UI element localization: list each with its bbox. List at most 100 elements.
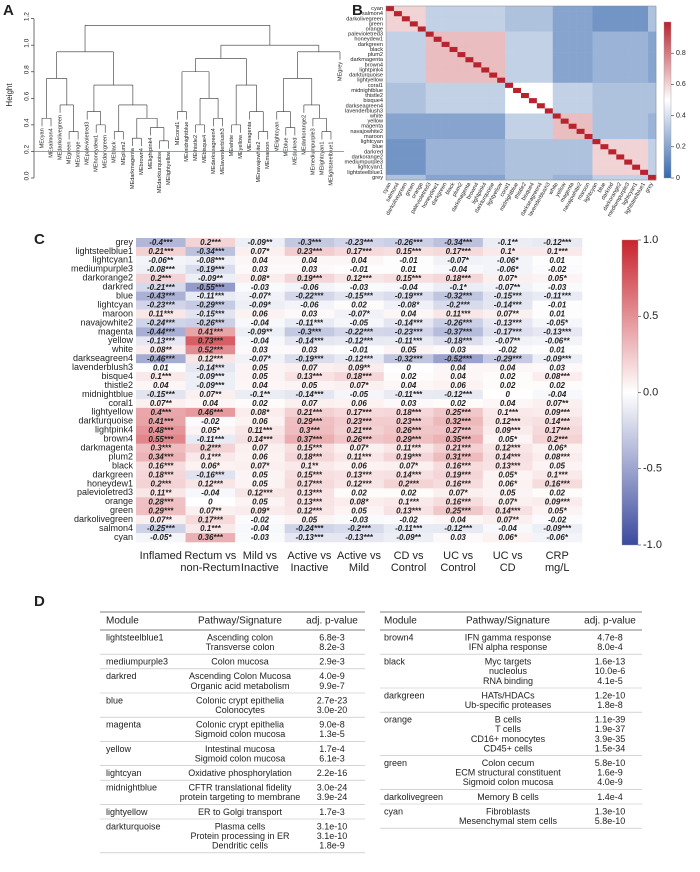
heatmap-cell [482,381,533,391]
heatmap-cell [449,36,458,43]
heatmap-cell [608,72,617,78]
heatmap-cell [489,46,498,53]
cell-label: 0.04 [500,363,516,372]
heatmap-cell [449,67,458,73]
leaf-label: MEbrown4 [139,148,145,175]
heatmap-cell [592,46,601,53]
heatmap-cell [632,72,641,78]
heatmap-cell [497,133,506,140]
heatmap-cell [417,169,427,176]
heatmap-cell [449,133,458,140]
heatmap-cell [544,36,554,43]
row-label: magenta [361,124,384,130]
heatmap-cell [417,82,427,89]
heatmap-cell [465,164,474,171]
heatmap-cell [401,174,411,181]
column-label: black [445,182,457,196]
leaf-label: MEmagenta [247,121,253,152]
heatmap-cell [489,118,498,125]
heatmap-cell [560,174,569,181]
heatmap-cell [383,479,434,489]
heatmap-cell [489,169,498,176]
colorbar-tick-label: 0.0 [643,386,658,398]
heatmap-cell [409,123,419,130]
cell-label: -0.01 [350,345,369,354]
pathway: CFTR translational fidelity [188,783,292,793]
heatmap-cell [284,470,335,480]
heatmap-cell [532,515,583,525]
heatmap-cell [449,144,458,150]
heatmap-cell [481,36,490,43]
heatmap-cell [560,6,569,12]
cell-label: 0.01 [153,363,169,372]
heatmap-cell [481,139,490,145]
heatmap-cell [473,46,482,53]
heatmap-cell [584,41,593,48]
heatmap-cell [544,118,554,125]
heatmap-cell [640,93,649,99]
heatmap-cell [457,123,466,130]
cell-label: 0.27*** [446,426,472,435]
heatmap-cell [489,31,498,38]
row-label: cyan [371,6,383,12]
heatmap-cell [624,164,633,171]
heatmap-cell [648,149,657,155]
heatmap-cell [417,77,427,84]
heatmap-cell [284,336,335,346]
cell-label: 0.32*** [446,417,472,426]
cell-label: 0.21*** [347,426,373,435]
cell-label: -0.06* [547,533,569,542]
heatmap-cell [433,515,484,525]
heatmap-cell [457,52,466,58]
row-label: palevioletred3 [348,32,383,38]
cell-label: 0.18*** [396,408,422,417]
colorbar-tick-label: -0.5 [643,463,662,475]
cell-label: 0.1*** [547,247,568,256]
cell-label: 0.02 [401,372,417,381]
heatmap-cell [505,123,514,130]
heatmap-cell [592,113,601,119]
heatmap-cell [497,77,506,84]
row-label: yellow [367,119,384,125]
heatmap-cell [383,345,434,355]
cell-label: 0.3*** [299,426,320,435]
heatmap-cell [393,118,403,125]
row-label: bisque4 [363,98,383,104]
module-name: darkgreen [384,690,425,700]
heatmap-cell [449,174,458,181]
heatmap-cell [600,118,609,125]
heatmap-cell [600,67,609,73]
heatmap-cell [544,98,554,104]
dendrogram-node [321,131,332,140]
heatmap-cell [383,273,434,284]
heatmap-cell [136,246,186,257]
heatmap-cell [393,57,403,63]
heatmap-cell [441,149,450,155]
heatmap-cell [632,62,641,68]
heatmap-cell [505,41,514,48]
row-label: maroon [364,134,383,140]
heatmap-cell [552,57,562,63]
heatmap-cell [185,372,236,382]
heatmap-cell [552,113,562,119]
heatmap-cell [505,77,514,84]
heatmap-cell [401,16,411,22]
heatmap-cell [513,77,522,84]
heatmap-cell [497,159,506,165]
heatmap-cell [482,443,533,453]
heatmap-cell [560,62,569,68]
cell-label: 0.06 [252,310,268,319]
heatmap-cell [136,461,186,471]
heatmap-cell [624,11,633,17]
heatmap-cell [409,118,419,125]
heatmap-cell [417,62,427,68]
heatmap-cell [640,16,649,22]
heatmap-cell [592,169,601,176]
heatmap-cell [393,26,403,32]
heatmap-cell [449,103,458,109]
row-label: orange [366,27,383,33]
heatmap-cell [433,309,484,319]
cell-label: 0.21*** [148,247,174,256]
heatmap-cell [521,169,530,176]
leaf-label: MEdarkturquoise [157,151,163,193]
